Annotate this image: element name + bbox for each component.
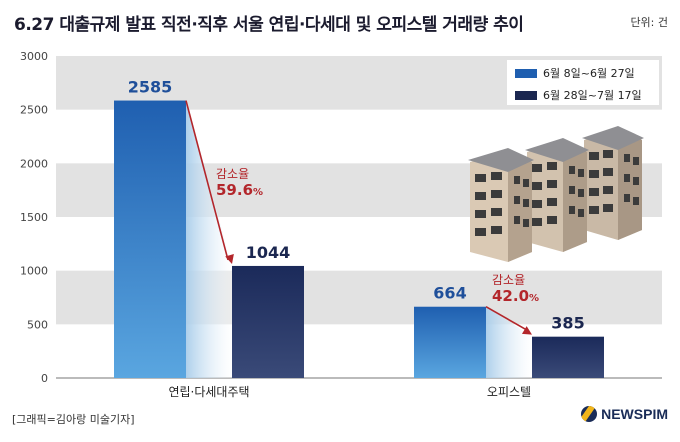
decline-arrow [485, 306, 529, 332]
value-label-before: 664 [433, 284, 466, 303]
y-tick-label: 0 [41, 372, 48, 385]
buildings-illustration [468, 126, 644, 262]
decline-rate-percent: % [529, 293, 539, 304]
unit-label: 단위: 건 [630, 16, 668, 29]
category-label: 오피스텔 [487, 385, 531, 399]
decline-arrowhead [225, 254, 234, 264]
bar-before [114, 100, 186, 378]
decline-arrowhead [521, 326, 532, 335]
chart-legend: 6월 8일~6월 27일 6월 28일~7월 17일 [507, 60, 659, 105]
decline-rate-value: 59.6% [216, 181, 263, 199]
bar-after [532, 336, 604, 378]
legend-label-after: 6월 28일~7월 17일 [543, 89, 642, 102]
legend-swatch-after [515, 90, 537, 100]
y-tick-label: 3000 [20, 50, 48, 63]
legend-item-after: 6월 28일~7월 17일 [515, 86, 659, 104]
chart-title: 6.27 대출규제 발표 직전·직후 서울 연립·다세대 및 오피스텔 거래량 … [14, 15, 524, 35]
y-tick-label: 2500 [20, 104, 48, 117]
decline-rate-label: 감소율 [216, 167, 249, 181]
decline-shadow [186, 100, 232, 378]
decline-rate-number: 59.6 [216, 181, 253, 199]
y-tick-label: 1500 [20, 211, 48, 224]
newspim-logo: NEWSPIM [581, 406, 668, 422]
bar-after [232, 265, 304, 378]
value-label-before: 2585 [128, 78, 173, 97]
y-tick-label: 1000 [20, 265, 48, 278]
legend-swatch-before [515, 68, 537, 78]
decline-rate-value: 42.0% [492, 287, 539, 305]
legend-label-before: 6월 8일~6월 27일 [543, 67, 635, 80]
value-label-after: 385 [551, 314, 584, 333]
logo-text: NEWSPIM [601, 406, 668, 422]
decline-rate-percent: % [253, 187, 263, 198]
bar-before [414, 306, 486, 378]
graphic-credit: [그래픽=김아랑 미술기자] [12, 413, 135, 426]
value-label-after: 1044 [246, 243, 291, 262]
category-label: 연립·다세대주택 [168, 385, 249, 399]
decline-rate-number: 42.0 [492, 287, 529, 305]
y-tick-label: 500 [27, 318, 48, 331]
decline-arrow [185, 100, 229, 261]
y-tick-label: 2000 [20, 157, 48, 170]
logo-icon [581, 406, 598, 422]
decline-shadow [486, 306, 532, 378]
legend-item-before: 6월 8일~6월 27일 [515, 64, 659, 82]
decline-rate-label: 감소율 [492, 273, 525, 287]
